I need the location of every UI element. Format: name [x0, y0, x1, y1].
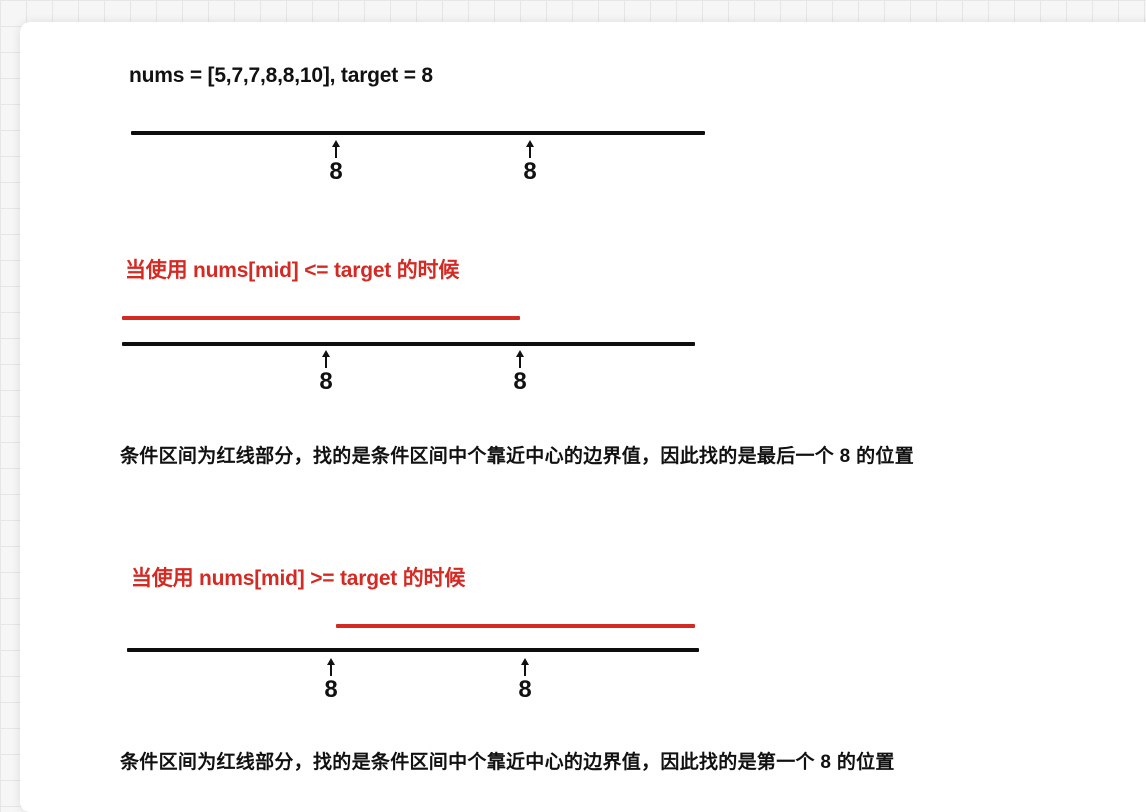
- case-ge-condition-interval: [336, 624, 695, 628]
- marker-label: 8: [513, 368, 527, 395]
- marker-label: 8: [324, 676, 338, 703]
- marker-last-8: 8: [520, 140, 540, 188]
- array-line: [131, 131, 705, 135]
- marker-label: 8: [523, 158, 537, 185]
- up-arrow-icon: [327, 658, 335, 676]
- example-text: nums = [5,7,7,8,8,10], target = 8: [129, 64, 433, 87]
- case-ge-marker-last-8: 8: [515, 658, 535, 706]
- case-ge-marker-first-8: 8: [321, 658, 341, 706]
- case-le-condition-interval: [122, 316, 520, 320]
- case-ge-array-line: [127, 648, 699, 652]
- case-le-title: 当使用 nums[mid] <= target 的时候: [125, 259, 460, 282]
- up-arrow-icon: [516, 350, 524, 368]
- marker-label: 8: [319, 368, 333, 395]
- case-le-caption: 条件区间为红线部分，找的是条件区间中个靠近中心的边界值，因此找的是最后一个 8 …: [120, 446, 915, 467]
- marker-label: 8: [329, 158, 343, 185]
- diagram-card: [20, 22, 1146, 812]
- up-arrow-icon: [322, 350, 330, 368]
- marker-label: 8: [518, 676, 532, 703]
- case-le-marker-first-8: 8: [316, 350, 336, 398]
- case-ge-caption: 条件区间为红线部分，找的是条件区间中个靠近中心的边界值，因此找的是第一个 8 的…: [120, 752, 895, 773]
- up-arrow-icon: [521, 658, 529, 676]
- case-ge-title: 当使用 nums[mid] >= target 的时候: [131, 567, 466, 590]
- marker-first-8: 8: [326, 140, 346, 188]
- case-le-marker-last-8: 8: [510, 350, 530, 398]
- case-le-array-line: [122, 342, 695, 346]
- up-arrow-icon: [332, 140, 340, 158]
- up-arrow-icon: [526, 140, 534, 158]
